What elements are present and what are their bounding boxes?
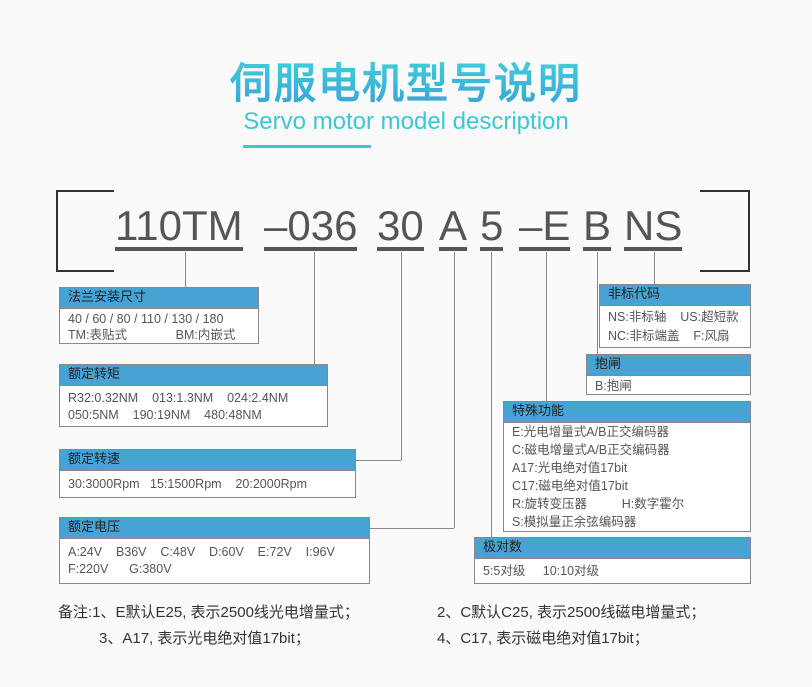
- rated-voltage-box: 额定电压 A:24V B36V C:48V D:60V E:72V I:96V F…: [59, 517, 370, 584]
- box-line: C:磁电增量式A/B正交编码器: [512, 443, 670, 457]
- flange-size-box: 法兰安装尺寸 40 / 60 / 80 / 110 / 130 / 180 TM:…: [59, 287, 259, 344]
- model-segment-speed: 30: [377, 202, 424, 251]
- box-line: 5:5对级 10:10对级: [483, 564, 600, 578]
- box-line: TM:表贴式 BM:内嵌式: [68, 328, 236, 342]
- box-title: 法兰安装尺寸: [60, 288, 258, 309]
- note-3: 3、A17, 表示光电绝对值17bit；: [99, 630, 310, 647]
- model-segment-nonstandard: NS: [624, 202, 683, 251]
- page-subtitle: Servo motor model description: [243, 108, 569, 135]
- model-segment-brake: B: [583, 202, 612, 251]
- right-bracket: [700, 190, 750, 272]
- box-line: C17:磁电绝对值17bit: [512, 479, 629, 493]
- connector-line: [401, 252, 402, 460]
- box-line: NC:非标端盖 F:风扇: [608, 329, 730, 343]
- box-line: R32:0.32NM 013:1.3NM 024:2.4NM: [68, 391, 289, 405]
- box-title: 额定电压: [60, 518, 369, 539]
- box-line: F:220V G:380V: [68, 562, 172, 576]
- model-segment-feature: –E: [519, 202, 571, 251]
- title-underline: [243, 145, 371, 148]
- box-line: A:24V B36V C:48V D:60V E:72V I:96V: [68, 545, 335, 559]
- rated-torque-box: 额定转矩 R32:0.32NM 013:1.3NM 024:2.4NM 050:5…: [59, 364, 328, 427]
- brake-box: 抱闸 B:抱闸: [586, 354, 751, 395]
- box-title: 抱闸: [587, 355, 750, 376]
- left-bracket: [56, 190, 114, 272]
- box-title: 极对数: [475, 538, 750, 559]
- page-title: 伺服电机型号说明: [0, 50, 812, 111]
- box-line: NS:非标轴 US:超短款: [608, 310, 739, 324]
- model-segment-poles: 5: [480, 202, 504, 251]
- connector-line: [185, 252, 186, 287]
- connector-line: [654, 252, 655, 284]
- box-line: R:旋转变压器 H:数字霍尔: [512, 497, 685, 511]
- box-line: 30:3000Rpm 15:1500Rpm 20:2000Rpm: [68, 477, 308, 491]
- connector-line: [491, 252, 492, 537]
- box-title: 非标代码: [600, 285, 750, 306]
- box-title: 特殊功能: [504, 402, 750, 423]
- box-line: A17:光电绝对值17bit: [512, 461, 628, 475]
- connector-line: [546, 252, 547, 401]
- box-title: 额定转速: [60, 450, 355, 471]
- connector-line: [355, 460, 401, 461]
- connector-line: [314, 252, 315, 364]
- model-segment-voltage: A: [439, 202, 468, 251]
- special-feature-box: 特殊功能 E:光电增量式A/B正交编码器 C:磁电增量式A/B正交编码器 A17:光…: [503, 401, 751, 532]
- pole-pairs-box: 极对数 5:5对级 10:10对级: [474, 537, 751, 584]
- nonstandard-code-box: 非标代码 NS:非标轴 US:超短款 NC:非标端盖 F:风扇: [599, 284, 751, 348]
- note-2: 2、C默认C25, 表示2500线磁电增量式；: [437, 604, 706, 621]
- box-line: S:模拟量正余弦编码器: [512, 515, 637, 529]
- box-line: 40 / 60 / 80 / 110 / 130 / 180: [68, 312, 224, 326]
- box-line: B:抱闸: [595, 379, 632, 393]
- model-segment-torque: –036: [264, 202, 358, 251]
- note-4: 4、C17, 表示磁电绝对值17bit；: [437, 630, 649, 647]
- connector-line: [369, 528, 454, 529]
- rated-speed-box: 额定转速 30:3000Rpm 15:1500Rpm 20:2000Rpm: [59, 449, 356, 498]
- model-segment-size: 110TM: [115, 202, 243, 251]
- note-1: 备注:1、E默认E25, 表示2500线光电增量式；: [58, 604, 359, 621]
- box-line: 050:5NM 190:19NM 480:48NM: [68, 408, 262, 422]
- box-title: 额定转矩: [60, 365, 327, 386]
- connector-line: [454, 252, 455, 528]
- connector-line: [597, 252, 598, 354]
- box-line: E:光电增量式A/B正交编码器: [512, 425, 669, 439]
